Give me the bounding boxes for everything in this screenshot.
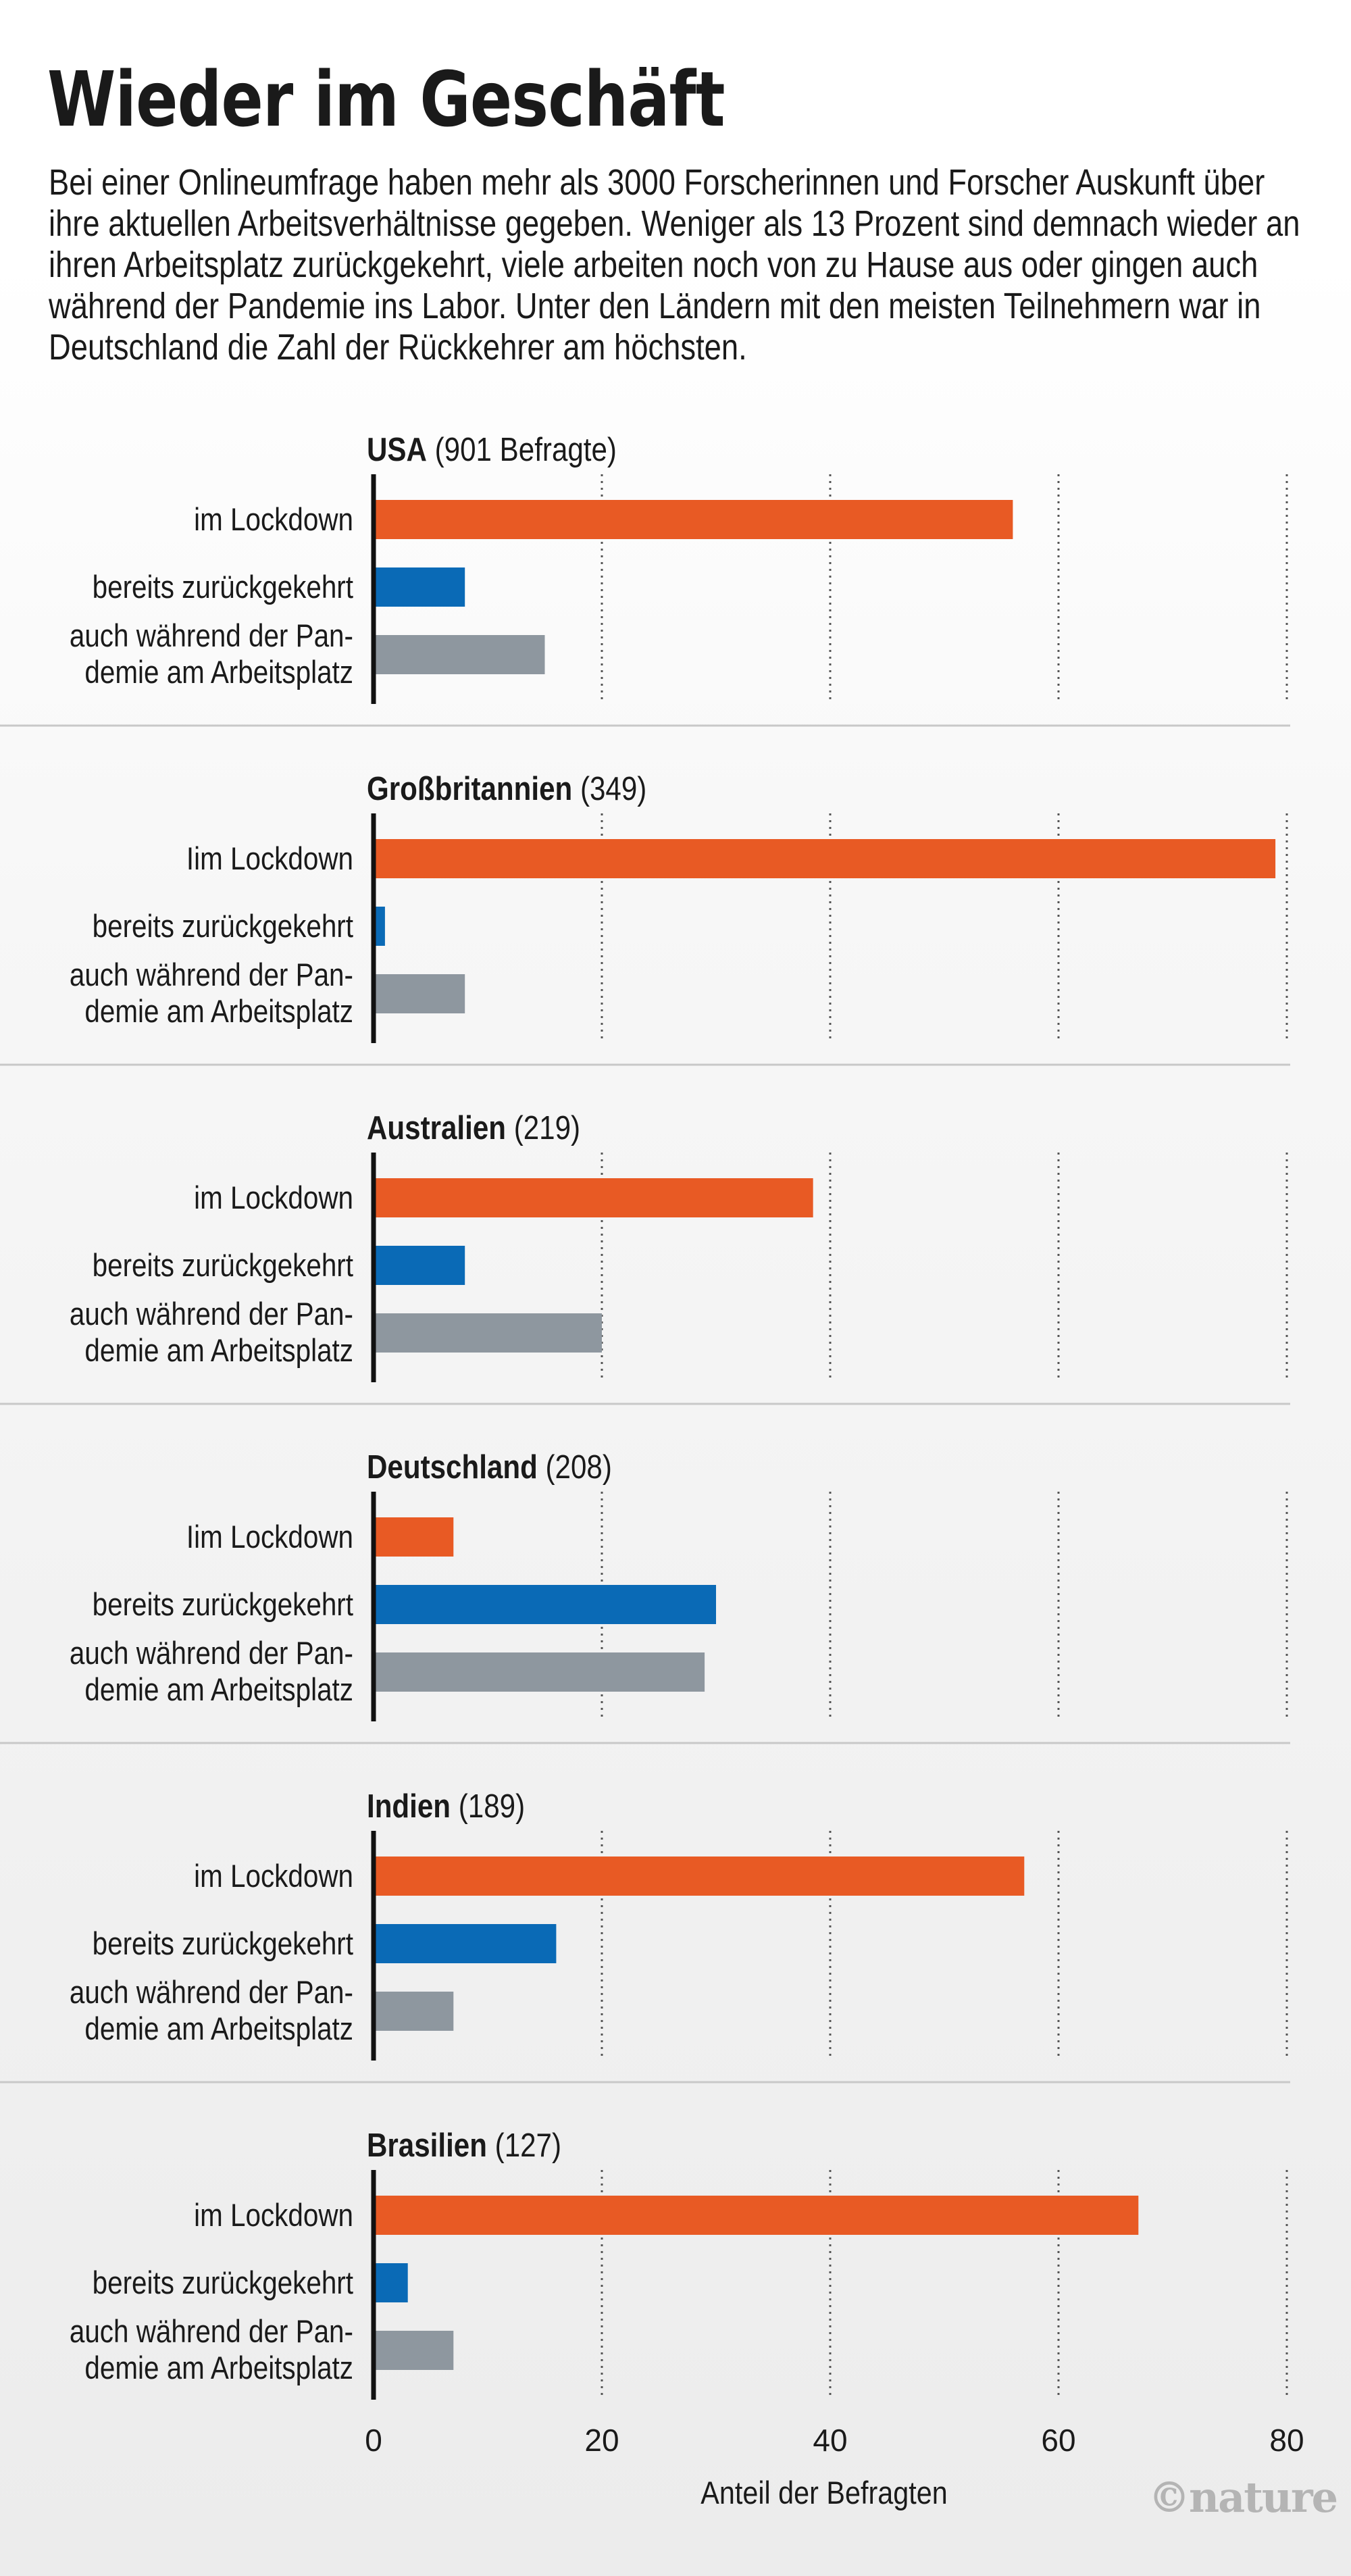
category-label: auch während der Pan-demie am Arbeitspla… xyxy=(70,1296,353,1369)
panel-count: (127) xyxy=(487,2127,561,2164)
bar-lockdown xyxy=(374,1517,454,1557)
chart-title: Wieder im Geschäft xyxy=(47,56,725,144)
category-label-line: demie am Arbeitsplatz xyxy=(84,655,353,690)
category-label: auch während der Pan-demie am Arbeitspla… xyxy=(70,1636,353,1708)
category-label: bereits zurückgekehrt xyxy=(93,1248,353,1284)
panel-header: Großbritannien (349) xyxy=(367,770,646,807)
x-tick-label: 40 xyxy=(813,2423,847,2458)
category-label: Iim Lockdown xyxy=(186,1519,353,1555)
bar-returned xyxy=(374,1246,465,1285)
panel-header: USA (901 Befragte) xyxy=(367,431,617,468)
category-label: im Lockdown xyxy=(194,1180,353,1216)
category-label: auch während der Pan-demie am Arbeitspla… xyxy=(70,957,353,1030)
bar-returned xyxy=(374,2263,408,2302)
category-label-line: auch während der Pan- xyxy=(70,1296,353,1332)
x-tick-label: 60 xyxy=(1041,2423,1075,2458)
bar-lockdown xyxy=(374,1178,813,1217)
category-label: auch während der Pan-demie am Arbeitspla… xyxy=(70,2314,353,2386)
category-label-line: demie am Arbeitsplatz xyxy=(84,2350,353,2386)
category-label: bereits zurückgekehrt xyxy=(93,570,353,605)
chart-subtitle: Bei einer Onlineumfrage haben mehr als 3… xyxy=(49,162,1300,368)
category-label: Iim Lockdown xyxy=(186,841,353,877)
bar-during xyxy=(374,2331,454,2370)
bar-lockdown xyxy=(374,500,1013,539)
panel-country: Brasilien xyxy=(367,2127,487,2164)
category-label-line: demie am Arbeitsplatz xyxy=(84,1672,353,1708)
category-label-line: auch während der Pan- xyxy=(70,2314,353,2350)
category-label-line: auch während der Pan- xyxy=(70,1636,353,1671)
panel-header: Brasilien (127) xyxy=(367,2127,561,2164)
x-tick-label: 0 xyxy=(365,2423,382,2458)
category-label: auch während der Pan-demie am Arbeitspla… xyxy=(70,1975,353,2047)
bar-during xyxy=(374,1313,602,1353)
x-axis-label: Anteil der Befragten xyxy=(700,2476,947,2511)
category-label-line: auch während der Pan- xyxy=(70,1975,353,2011)
category-label-line: demie am Arbeitsplatz xyxy=(84,2011,353,2047)
category-label: bereits zurückgekehrt xyxy=(93,909,353,944)
panel-count: (208) xyxy=(538,1448,612,1486)
bar-returned xyxy=(374,567,465,607)
panel-country: Großbritannien xyxy=(367,770,572,807)
panel-count: (349) xyxy=(572,770,646,807)
bar-lockdown xyxy=(374,2196,1139,2235)
bar-returned xyxy=(374,907,385,946)
panel-count: (901 Befragte) xyxy=(427,431,617,468)
bar-during xyxy=(374,1652,705,1692)
panel-header: Deutschland (208) xyxy=(367,1448,612,1486)
panel-country: Indien xyxy=(367,1788,451,1825)
bar-returned xyxy=(374,1585,716,1624)
panel-header: Australien (219) xyxy=(367,1109,580,1146)
x-tick-label: 80 xyxy=(1269,2423,1304,2458)
category-label-line: auch während der Pan- xyxy=(70,957,353,993)
x-tick-label: 20 xyxy=(584,2423,619,2458)
bar-during xyxy=(374,1992,454,2031)
bar-lockdown xyxy=(374,1857,1025,1896)
panel-header: Indien (189) xyxy=(367,1788,525,1825)
category-label: im Lockdown xyxy=(194,1859,353,1894)
panel-count: (189) xyxy=(451,1788,525,1825)
category-label-line: auch während der Pan- xyxy=(70,618,353,654)
bar-during xyxy=(374,635,545,674)
panel-country: Deutschland xyxy=(367,1448,538,1486)
panel-country: Australien xyxy=(367,1109,506,1146)
category-label: im Lockdown xyxy=(194,2198,353,2233)
category-label: bereits zurückgekehrt xyxy=(93,1926,353,1962)
panel-count: (219) xyxy=(506,1109,580,1146)
bar-lockdown xyxy=(374,839,1276,878)
bar-during xyxy=(374,974,465,1013)
category-label: bereits zurückgekehrt xyxy=(93,2265,353,2301)
category-label-line: demie am Arbeitsplatz xyxy=(84,1333,353,1369)
category-label: bereits zurückgekehrt xyxy=(93,1587,353,1623)
bar-returned xyxy=(374,1924,557,1963)
panel-country: USA xyxy=(367,431,427,468)
category-label-line: demie am Arbeitsplatz xyxy=(84,994,353,1030)
category-label: auch während der Pan-demie am Arbeitspla… xyxy=(70,618,353,690)
nature-credit: ©nature xyxy=(1148,2473,1338,2522)
category-label: im Lockdown xyxy=(194,502,353,538)
